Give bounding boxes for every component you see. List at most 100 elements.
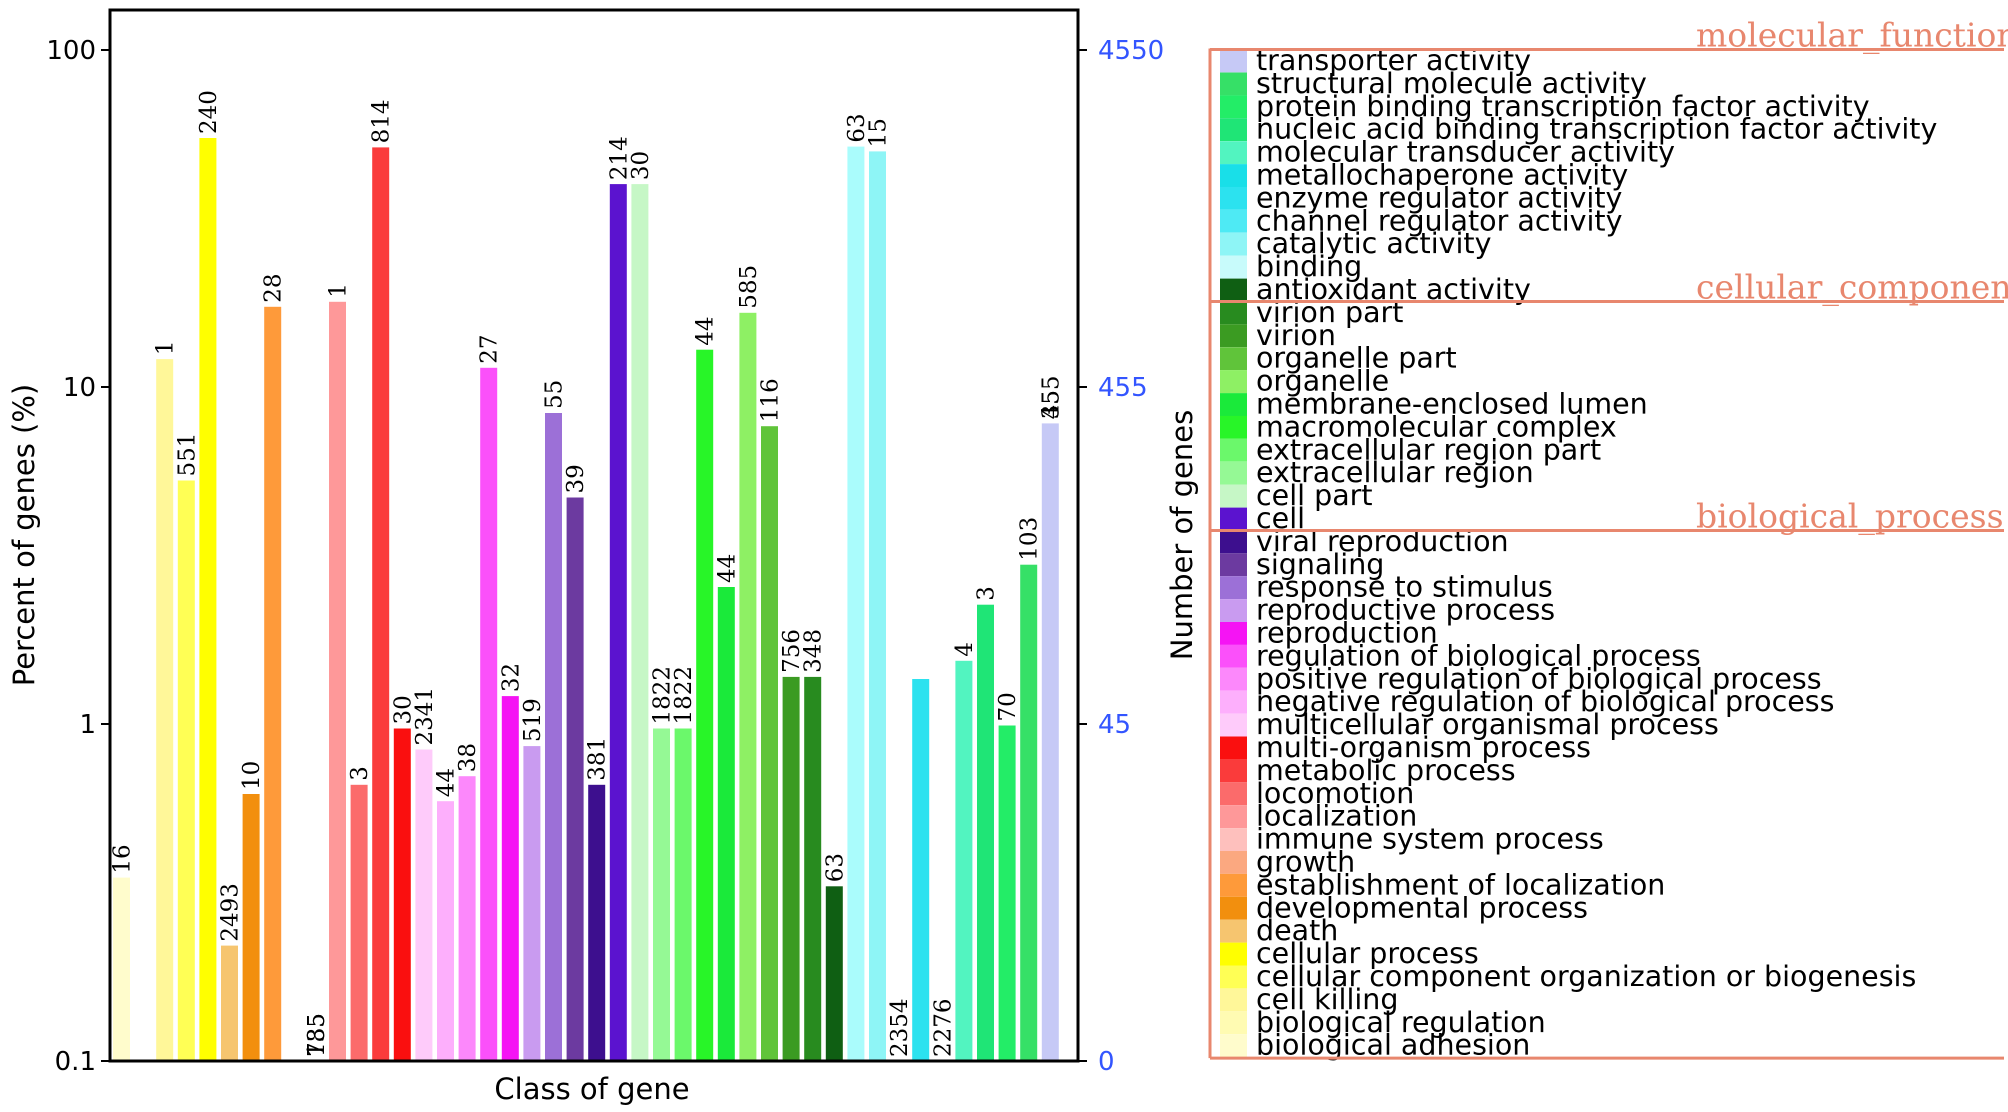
legend-group-name: cellular_component <box>1696 267 2008 307</box>
plot-frame <box>108 8 1080 1063</box>
legend-swatch <box>1220 255 1247 279</box>
legend-label: negative regulation of biological proces… <box>1256 685 1835 718</box>
bar-20 <box>545 413 562 1061</box>
legend-label: locomotion <box>1256 777 1414 810</box>
bar-value-label: 63 <box>844 113 870 142</box>
legend-swatch <box>1220 209 1247 233</box>
bar-value-label: 30 <box>390 695 416 724</box>
bar-value-label: 3 <box>347 766 373 781</box>
legend-swatch <box>1220 141 1247 165</box>
legend-swatch <box>1220 873 1247 897</box>
legend-swatch <box>1220 965 1247 989</box>
legend-swatch <box>1220 553 1247 577</box>
y-axis-right-label: Number of genes <box>1165 410 1199 660</box>
bar-29 <box>739 312 757 1061</box>
bar-value-label: 15 <box>866 118 892 147</box>
bar-12 <box>372 147 390 1061</box>
bar-14 <box>415 749 433 1061</box>
bar-value-label: 16 <box>110 844 136 873</box>
bar-17 <box>480 367 498 1061</box>
legend-label: multi-organism process <box>1256 731 1591 764</box>
legend-label: organelle part <box>1256 342 1457 375</box>
bar-value-label: 39 <box>563 464 589 493</box>
bar-value-label: 44 <box>434 768 460 797</box>
legend-label: virion <box>1256 319 1336 352</box>
left-axis-ticks: 100 10 1 0.1 <box>46 36 110 1077</box>
legend-label: regulation of biological process <box>1256 639 1701 672</box>
bar-value-label: 38 <box>455 743 481 772</box>
bar-19 <box>523 746 541 1061</box>
bar-value-label: 214 <box>606 136 632 180</box>
legend-swatch <box>1220 49 1247 73</box>
legend-swatch <box>1220 690 1247 714</box>
bar-13 <box>393 728 411 1061</box>
x-axis-label: Class of gene <box>494 1072 689 1106</box>
bar-10 <box>329 301 346 1061</box>
legend-swatch <box>1220 301 1247 325</box>
legend-swatch <box>1220 164 1247 187</box>
legend-swatch <box>1220 988 1247 1012</box>
legend-swatch <box>1220 118 1247 142</box>
legend-label: establishment of localization <box>1256 868 1665 901</box>
legend-swatch <box>1220 782 1247 806</box>
legend-label: death <box>1256 914 1338 947</box>
legend-label: reproduction <box>1256 617 1438 650</box>
legend-label: binding <box>1256 250 1362 283</box>
legend-label: immune system process <box>1256 823 1604 856</box>
bar-37 <box>912 679 930 1061</box>
bar-value-label: 240 <box>196 90 222 134</box>
legend-label: cell part <box>1256 479 1373 512</box>
bar-value-label: 45 <box>1038 390 1064 419</box>
bar-value-label: 44 <box>714 554 740 583</box>
left-tick-label: 1 <box>79 710 96 740</box>
bar-27 <box>696 349 714 1061</box>
legend-swatch <box>1220 438 1247 462</box>
bar-11 <box>350 784 368 1061</box>
legend-label: positive regulation of biological proces… <box>1256 662 1822 695</box>
bar-value-label: 1 <box>153 340 179 355</box>
bar-value-label: 3 <box>974 586 1000 601</box>
bar-value-label: 756 <box>779 629 805 673</box>
legend-label: structural molecule activity <box>1256 67 1647 100</box>
bar-22 <box>588 784 606 1061</box>
legend-label: molecular transducer activity <box>1256 136 1675 169</box>
bar-value-label: 116 <box>758 378 784 422</box>
bar-value-label: 30 <box>628 151 654 180</box>
bar-6 <box>242 794 260 1061</box>
bar-value-label: 2493 <box>218 883 244 942</box>
legend-swatch <box>1220 232 1247 256</box>
legend-group-name: molecular_function <box>1696 16 2008 56</box>
bar-value-label: 1 <box>326 283 352 298</box>
legend-label: enzyme regulator activity <box>1256 181 1623 214</box>
legend-label: localization <box>1256 800 1417 833</box>
legend-swatch <box>1220 324 1247 348</box>
legend-swatch <box>1220 347 1247 371</box>
bar-5 <box>221 945 238 1061</box>
legend-swatch <box>1220 461 1247 485</box>
legend-swatch <box>1220 484 1247 508</box>
left-tick-label: 0.1 <box>55 1047 96 1077</box>
legend-swatch <box>1220 667 1247 691</box>
legend-swatch <box>1220 415 1247 439</box>
bar-value-label: 519 <box>520 698 546 742</box>
left-tick-label: 100 <box>46 36 96 66</box>
legend-swatch <box>1220 72 1247 96</box>
bars-layer <box>113 138 1059 1062</box>
right-axis-ticks: 4550 455 45 0 <box>1078 36 1164 1077</box>
bar-31 <box>782 676 800 1061</box>
bar-42 <box>1020 564 1038 1061</box>
bar-30 <box>761 426 778 1061</box>
legend-label: cell killing <box>1256 983 1398 1016</box>
bar-34 <box>847 146 865 1062</box>
legend-swatch <box>1220 530 1247 554</box>
legend-group-name: biological_process <box>1696 496 2004 536</box>
right-tick-label: 455 <box>1098 373 1148 403</box>
legend-label: protein binding transcription factor act… <box>1256 90 1870 123</box>
bar-value-label: 2341 <box>412 687 438 746</box>
bar-2 <box>156 359 174 1062</box>
legend-swatch <box>1220 1034 1247 1058</box>
legend-label: multicellular organismal process <box>1256 708 1719 741</box>
bar-4 <box>199 138 217 1061</box>
legend-swatch <box>1220 622 1247 645</box>
right-tick-label: 0 <box>1098 1047 1115 1077</box>
